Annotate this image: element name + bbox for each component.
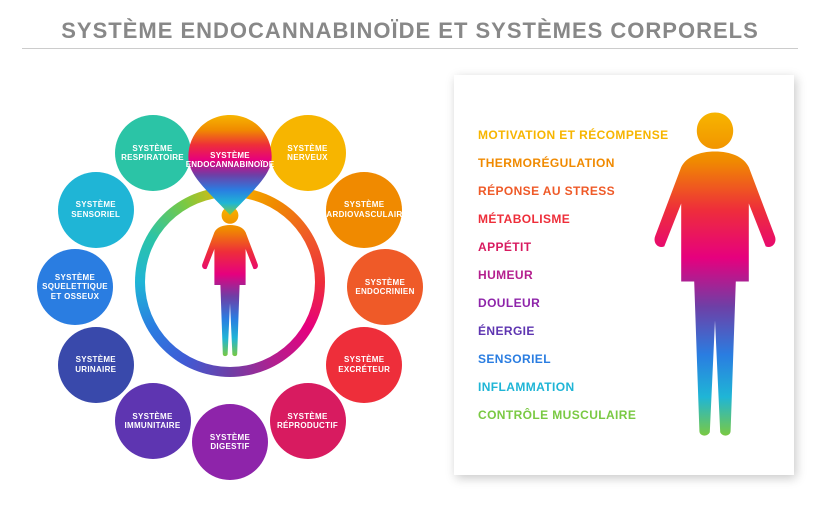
system-node: SYSTÈME URINAIRE: [58, 327, 134, 403]
function-item: MÉTABOLISME: [478, 212, 669, 226]
functions-list: MOTIVATION ET RÉCOMPENSE THERMORÉGULATION…: [454, 128, 669, 422]
panel-body-icon: [650, 105, 780, 445]
function-item: RÉPONSE AU STRESS: [478, 184, 669, 198]
system-node: SYSTÈME ENDOCRINIEN: [347, 249, 423, 325]
system-node: SYSTÈME NERVEUX: [270, 115, 346, 191]
rainbow-ring: [135, 187, 325, 377]
system-node: SYSTÈME IMMUNITAIRE: [115, 383, 191, 459]
endocannabinoid-pin: SYSTÈME ENDOCANNABINOÏDE: [188, 115, 272, 215]
system-node: SYSTÈME CARDIOVASCULAIRE: [326, 172, 402, 248]
function-item: HUMEUR: [478, 268, 669, 282]
center-body-icon: [200, 207, 260, 357]
systems-wheel: SYSTÈME NERVEUXSYSTÈME CARDIOVASCULAIRES…: [20, 62, 440, 502]
title-underline: [22, 48, 798, 49]
system-node: SYSTÈME RÉPRODUCTIF: [270, 383, 346, 459]
function-item: DOULEUR: [478, 296, 669, 310]
function-item: MOTIVATION ET RÉCOMPENSE: [478, 128, 669, 142]
function-item: ÉNERGIE: [478, 324, 669, 338]
system-node: SYSTÈME SQUELETTIQUE ET OSSEUX: [37, 249, 113, 325]
function-item: SENSORIEL: [478, 352, 669, 366]
function-item: APPÉTIT: [478, 240, 669, 254]
function-item: CONTRÔLE MUSCULAIRE: [478, 408, 669, 422]
functions-panel: MOTIVATION ET RÉCOMPENSE THERMORÉGULATION…: [454, 75, 794, 475]
pin-label: SYSTÈME ENDOCANNABINOÏDE: [180, 151, 281, 169]
ring-inner: [145, 197, 315, 367]
system-node: SYSTÈME EXCRÉTEUR: [326, 327, 402, 403]
function-item: INFLAMMATION: [478, 380, 669, 394]
system-node: SYSTÈME SENSORIEL: [58, 172, 134, 248]
function-item: THERMORÉGULATION: [478, 156, 669, 170]
system-node: SYSTÈME DIGESTIF: [192, 404, 268, 480]
page-title: SYSTÈME ENDOCANNABINOÏDE ET SYSTÈMES COR…: [0, 18, 820, 52]
